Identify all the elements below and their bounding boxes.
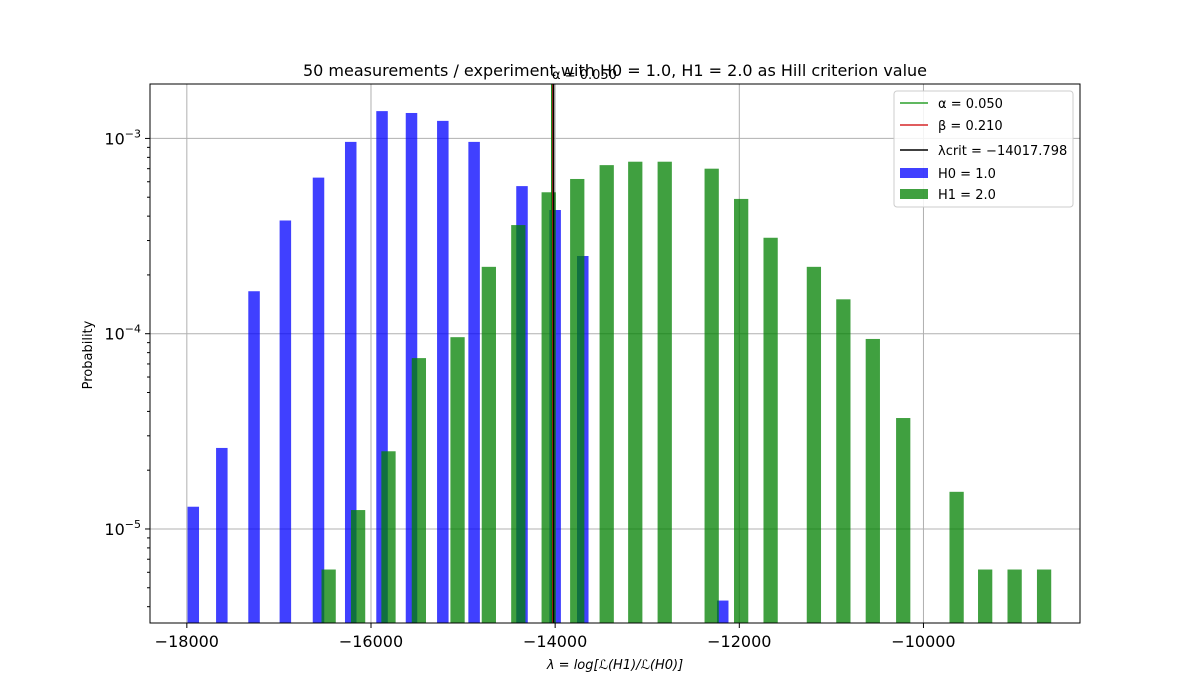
h0-bar xyxy=(187,506,200,623)
y-axis-label: Probability xyxy=(81,320,96,389)
h1-bar xyxy=(806,266,822,623)
h1-bar xyxy=(836,299,851,623)
h1-bar xyxy=(511,225,526,623)
h1-bar xyxy=(763,237,778,624)
x-tick-label: −14000 xyxy=(523,632,587,651)
plot-frame xyxy=(149,83,1081,624)
legend-label: H1 = 2.0 xyxy=(938,188,996,203)
h1-bar xyxy=(734,198,749,624)
alpha-annotation: α = 0.050 xyxy=(552,68,617,83)
critical-lines xyxy=(551,84,555,623)
h1-bar xyxy=(628,161,643,623)
h1-bar xyxy=(599,165,614,623)
x-tick-label: −18000 xyxy=(155,632,219,651)
legend-patch-swatch xyxy=(900,189,928,199)
x-axis-label: λ = log[ℒ(H1)/ℒ(H0)] xyxy=(546,658,683,673)
legend-box xyxy=(893,90,1074,208)
h1-bar xyxy=(381,451,396,623)
h0-bar xyxy=(405,112,418,624)
h1-bar xyxy=(1036,569,1052,623)
legend-label: β = 0.210 xyxy=(938,119,1003,134)
h0-bar xyxy=(312,177,325,623)
y-tick-label: 10−5 xyxy=(104,518,141,539)
x-tick-label: −12000 xyxy=(707,632,771,651)
x-axis-ticks: −18000 −16000 −14000 −12000 −10000 xyxy=(155,623,956,651)
legend: α = 0.050 β = 0.210 λcrit = −14017.798 H0 =… xyxy=(893,90,1074,208)
h0-bar xyxy=(344,141,357,624)
h0-bar xyxy=(468,141,480,624)
h1-bar xyxy=(411,358,427,623)
legend-label: α = 0.050 xyxy=(938,97,1003,112)
h1-bar xyxy=(570,178,585,623)
h0-bar xyxy=(216,447,228,623)
h1-bar xyxy=(450,337,465,623)
h0-bar xyxy=(376,111,388,623)
legend-label: λcrit = −14017.798 xyxy=(938,144,1067,159)
h1-bar xyxy=(1007,569,1022,623)
h0-bar xyxy=(437,120,449,624)
x-tick-label: −16000 xyxy=(339,632,403,651)
x-tick-label: −10000 xyxy=(891,632,955,651)
h1-bar xyxy=(350,510,366,623)
h1-bar xyxy=(865,338,880,623)
h1-bar xyxy=(949,491,964,623)
y-axis-ticks: 10−5 10−4 10−3 xyxy=(104,127,150,608)
h1-bar xyxy=(896,418,911,623)
legend-patch-swatch xyxy=(900,168,928,178)
h0-bar xyxy=(716,600,729,623)
y-tick-label: 10−4 xyxy=(104,323,141,344)
h1-bar xyxy=(321,569,336,623)
h0-bar xyxy=(248,291,260,623)
chart-title: 50 measurements / experiment with H0 = 1… xyxy=(303,61,927,80)
bars xyxy=(187,111,1052,624)
legend-label: H0 = 1.0 xyxy=(938,167,996,182)
y-tick-label: 10−3 xyxy=(104,127,141,148)
h1-bar xyxy=(704,168,719,623)
h1-bar xyxy=(481,266,496,623)
h0-bar xyxy=(279,220,292,623)
h1-bar xyxy=(657,161,672,623)
h1-bar xyxy=(978,569,993,623)
